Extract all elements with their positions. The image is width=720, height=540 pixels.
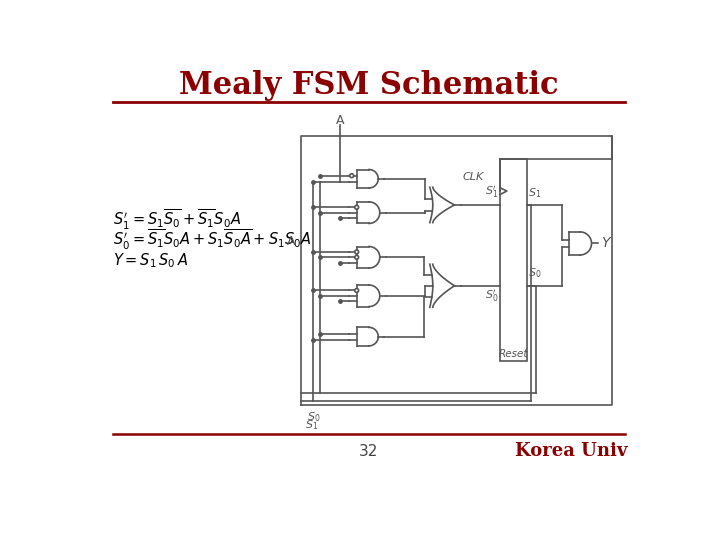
Text: Y: Y <box>600 237 609 251</box>
Text: A: A <box>287 235 295 248</box>
Circle shape <box>355 288 359 292</box>
Bar <box>500 159 527 361</box>
Text: Korea Univ: Korea Univ <box>515 442 627 460</box>
Text: $S_1'$: $S_1'$ <box>485 184 498 200</box>
Text: $S_0$: $S_0$ <box>528 267 542 280</box>
Text: Mealy FSM Schematic: Mealy FSM Schematic <box>179 70 559 101</box>
Text: A: A <box>336 114 344 127</box>
Circle shape <box>355 250 359 254</box>
Text: $Y = S_1\,S_0\,A$: $Y = S_1\,S_0\,A$ <box>113 252 189 271</box>
Text: $S_0'$: $S_0'$ <box>485 288 498 304</box>
Text: Reset: Reset <box>499 348 528 359</box>
Text: $S_0' = \overline{S_1}S_0 A + S_1\overline{S_0}\overline{A} + S_1 S_0 A$: $S_0' = \overline{S_1}S_0 A + S_1\overli… <box>113 228 312 252</box>
Circle shape <box>350 174 354 178</box>
Text: $S_1$: $S_1$ <box>305 418 318 432</box>
Text: CLK: CLK <box>463 172 484 183</box>
Circle shape <box>355 255 359 259</box>
Circle shape <box>355 205 359 209</box>
Text: $S_1$: $S_1$ <box>528 186 541 200</box>
Text: 32: 32 <box>359 444 379 459</box>
Text: $S_1' = S_1\overline{S_0} + \overline{S_1}S_0 A$: $S_1' = S_1\overline{S_0} + \overline{S_… <box>113 208 241 232</box>
Text: $S_0$: $S_0$ <box>307 410 321 423</box>
